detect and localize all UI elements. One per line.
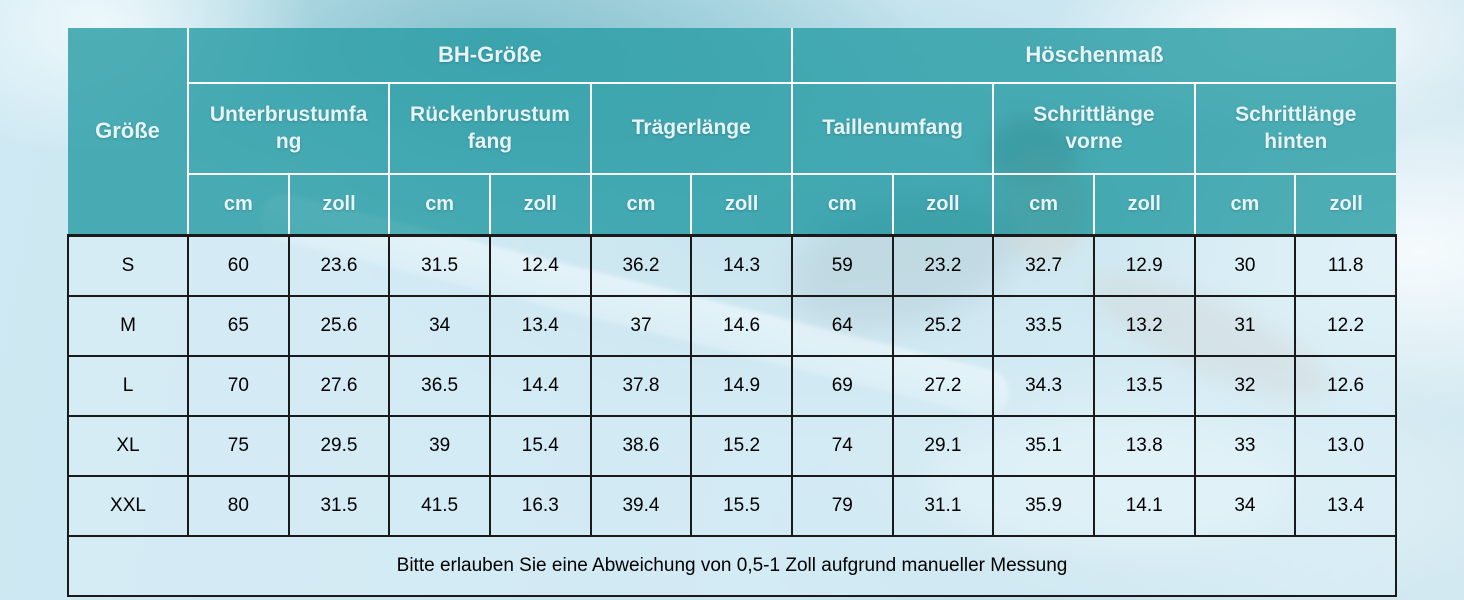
unit-cm: cm bbox=[992, 173, 1095, 237]
cell: 14.1 bbox=[1092, 474, 1196, 537]
cell: 13.4 bbox=[488, 294, 592, 357]
cell: 34 bbox=[388, 294, 491, 357]
table-row-m: M 65 25.6 34 13.4 37 14.6 64 25.2 33.5 1… bbox=[67, 294, 1397, 357]
cell: 32 bbox=[1193, 354, 1297, 417]
cell: 38.6 bbox=[589, 414, 693, 477]
header-group-panties: Höschenmaß bbox=[790, 28, 1396, 84]
header-underbust: Unterbrustumfa ng bbox=[186, 82, 391, 175]
size-label: XXL bbox=[67, 474, 189, 537]
cell: 27.6 bbox=[287, 354, 391, 417]
table-body: S 60 23.6 31.5 12.4 36.2 14.3 59 23.2 32… bbox=[67, 234, 1397, 597]
cell: 14.9 bbox=[690, 354, 793, 417]
cell: 27.2 bbox=[891, 354, 995, 417]
cell: 14.3 bbox=[690, 234, 793, 297]
header-group-bra: BH-Größe bbox=[187, 28, 793, 84]
cell: 35.9 bbox=[992, 474, 1095, 537]
header-size: Größe bbox=[68, 28, 189, 237]
cell: 33.5 bbox=[992, 294, 1095, 357]
cell: 11.8 bbox=[1294, 234, 1397, 297]
size-label: XL bbox=[67, 414, 189, 477]
cell: 32.7 bbox=[992, 234, 1095, 297]
cell: 59 bbox=[790, 234, 894, 297]
cell: 34 bbox=[1193, 474, 1297, 537]
table-footnote-row: Bitte erlauben Sie eine Abweichung von 0… bbox=[67, 534, 1397, 597]
cell: 75 bbox=[187, 414, 290, 477]
size-chart-table: Größe BH-Größe Höschenmaß Unterbrustumfa… bbox=[67, 28, 1397, 597]
cell: 74 bbox=[790, 414, 894, 477]
cell: 23.2 bbox=[891, 234, 995, 297]
cell: 12.2 bbox=[1294, 294, 1397, 357]
table-row-xxl: XXL 80 31.5 41.5 16.3 39.4 15.5 79 31.1 … bbox=[67, 474, 1397, 537]
size-chart-table-wrap: Größe BH-Größe Höschenmaß Unterbrustumfa… bbox=[67, 28, 1397, 597]
cell: 13.2 bbox=[1092, 294, 1196, 357]
table-header: Größe BH-Größe Höschenmaß Unterbrustumfa… bbox=[68, 28, 1396, 237]
cell: 30 bbox=[1193, 234, 1297, 297]
cell: 33 bbox=[1193, 414, 1297, 477]
cell: 70 bbox=[187, 354, 290, 417]
unit-cm: cm bbox=[187, 173, 290, 237]
size-label: L bbox=[67, 354, 189, 417]
header-waist: Taillenumfang bbox=[790, 82, 995, 175]
cell: 13.4 bbox=[1294, 474, 1397, 537]
cell: 65 bbox=[187, 294, 290, 357]
header-backbust: Rückenbrustum fang bbox=[388, 82, 592, 175]
unit-zoll: zoll bbox=[891, 173, 995, 237]
unit-zoll: zoll bbox=[287, 173, 391, 237]
cell: 12.4 bbox=[488, 234, 592, 297]
unit-cm: cm bbox=[1193, 173, 1297, 237]
header-straplength: Trägerlänge bbox=[589, 82, 793, 175]
table-row-s: S 60 23.6 31.5 12.4 36.2 14.3 59 23.2 32… bbox=[67, 234, 1397, 297]
cell: 14.6 bbox=[690, 294, 793, 357]
cell: 14.4 bbox=[488, 354, 592, 417]
header-inseam-back: Schrittlänge hinten bbox=[1193, 82, 1396, 175]
size-label: M bbox=[67, 294, 189, 357]
cell: 64 bbox=[790, 294, 894, 357]
cell: 15.5 bbox=[690, 474, 793, 537]
header-inseam-front: Schrittlänge vorne bbox=[992, 82, 1196, 175]
cell: 25.2 bbox=[891, 294, 995, 357]
cell: 34.3 bbox=[992, 354, 1095, 417]
unit-zoll: zoll bbox=[1092, 173, 1196, 237]
cell: 36.5 bbox=[388, 354, 491, 417]
unit-cm: cm bbox=[790, 173, 894, 237]
cell: 69 bbox=[790, 354, 894, 417]
cell: 37 bbox=[589, 294, 693, 357]
cell: 39.4 bbox=[589, 474, 693, 537]
cell: 80 bbox=[187, 474, 290, 537]
cell: 60 bbox=[187, 234, 290, 297]
cell: 31.5 bbox=[388, 234, 491, 297]
unit-zoll: zoll bbox=[488, 173, 592, 237]
cell: 36.2 bbox=[589, 234, 693, 297]
cell: 31.5 bbox=[287, 474, 391, 537]
unit-zoll: zoll bbox=[1294, 173, 1396, 237]
unit-zoll: zoll bbox=[690, 173, 793, 237]
cell: 31 bbox=[1193, 294, 1297, 357]
cell: 13.5 bbox=[1092, 354, 1196, 417]
measurement-deviation-note: Bitte erlauben Sie eine Abweichung von 0… bbox=[67, 534, 1397, 597]
cell: 79 bbox=[790, 474, 894, 537]
cell: 15.4 bbox=[488, 414, 592, 477]
cell: 15.2 bbox=[690, 414, 793, 477]
cell: 41.5 bbox=[388, 474, 491, 537]
unit-cm: cm bbox=[589, 173, 693, 237]
cell: 23.6 bbox=[287, 234, 391, 297]
cell: 39 bbox=[388, 414, 491, 477]
unit-cm: cm bbox=[388, 173, 491, 237]
cell: 13.0 bbox=[1294, 414, 1397, 477]
cell: 12.9 bbox=[1092, 234, 1196, 297]
cell: 12.6 bbox=[1294, 354, 1397, 417]
cell: 16.3 bbox=[488, 474, 592, 537]
cell: 29.1 bbox=[891, 414, 995, 477]
cell: 31.1 bbox=[891, 474, 995, 537]
cell: 29.5 bbox=[287, 414, 391, 477]
table-row-xl: XL 75 29.5 39 15.4 38.6 15.2 74 29.1 35.… bbox=[67, 414, 1397, 477]
table-row-l: L 70 27.6 36.5 14.4 37.8 14.9 69 27.2 34… bbox=[67, 354, 1397, 417]
cell: 13.8 bbox=[1092, 414, 1196, 477]
cell: 25.6 bbox=[287, 294, 391, 357]
cell: 35.1 bbox=[992, 414, 1095, 477]
cell: 37.8 bbox=[589, 354, 693, 417]
size-label: S bbox=[67, 234, 189, 297]
